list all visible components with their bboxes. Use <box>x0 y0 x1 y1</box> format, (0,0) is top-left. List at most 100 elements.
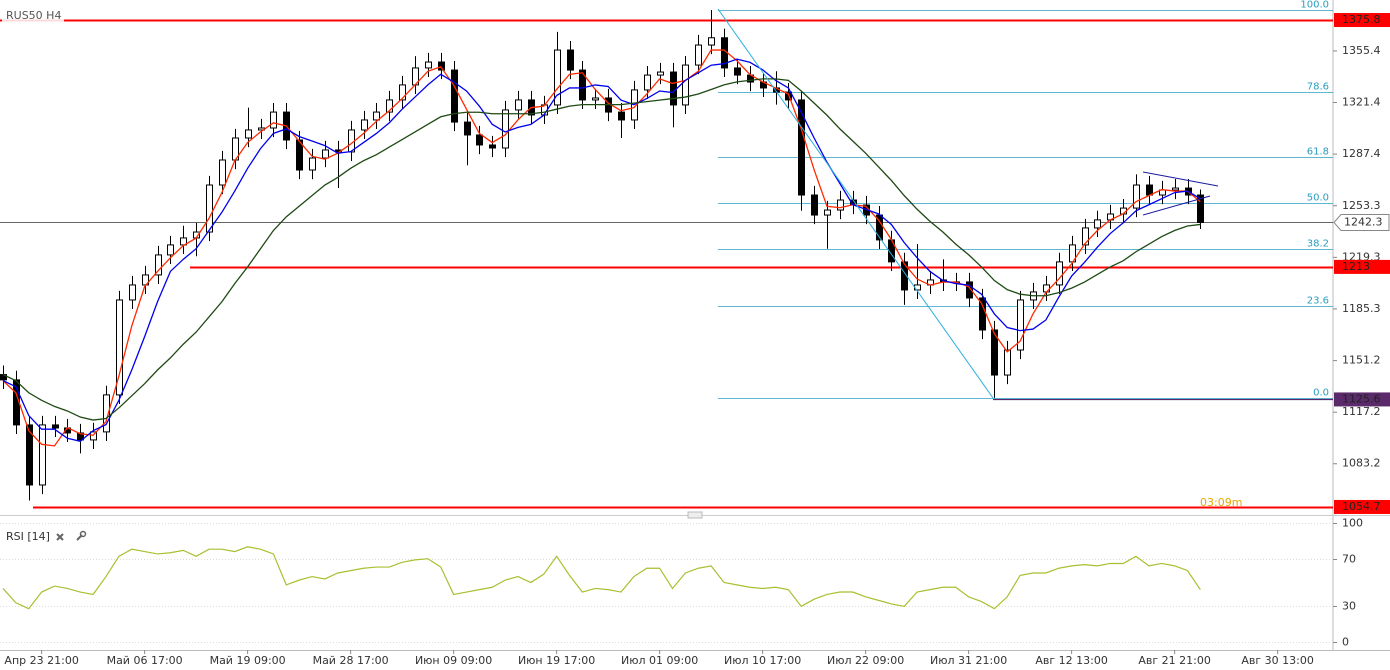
candle-body <box>373 111 380 121</box>
candle-body <box>52 424 59 429</box>
candle-body <box>425 61 432 69</box>
x-tick-label: Июл 31 21:00 <box>930 654 1007 667</box>
rsi-title: RSI [14] <box>6 530 50 543</box>
candle-body <box>682 64 689 106</box>
candle-body <box>451 69 458 123</box>
candle-body <box>245 129 252 139</box>
level-label: 1213 <box>1342 260 1370 273</box>
level-label-bg <box>1334 392 1390 407</box>
moving-average <box>2 78 1201 421</box>
x-tick-label: Авг 12 13:00 <box>1035 654 1107 667</box>
close-icon[interactable] <box>56 533 64 541</box>
candle-body <box>798 99 805 196</box>
fib-label: 78.6 <box>1307 82 1329 93</box>
fib-label: 0.0 <box>1313 388 1329 399</box>
candle-body <box>708 37 715 46</box>
fib-label: 61.8 <box>1307 147 1329 158</box>
candle-body <box>515 99 522 111</box>
candle-body <box>1146 184 1153 196</box>
y-tick-label: 0 <box>1342 636 1349 649</box>
candle-body <box>734 67 741 76</box>
bar-timer: 03:09m <box>1200 496 1242 509</box>
candle-body <box>399 84 406 101</box>
current-price-box <box>1333 214 1390 231</box>
pane-handle[interactable] <box>687 511 703 519</box>
candle-body <box>901 261 908 291</box>
y-tick-label: 30 <box>1342 600 1356 613</box>
y-tick-label: 100 <box>1342 517 1363 530</box>
moving-average <box>2 49 1201 447</box>
candle-body <box>322 149 329 159</box>
fib-label: 100.0 <box>1300 0 1329 11</box>
candle-body <box>824 209 831 216</box>
fib-label: 50.0 <box>1307 193 1329 204</box>
triangle-lower <box>1142 195 1211 216</box>
level-label: 1375.8 <box>1342 13 1381 26</box>
candle-body <box>1094 219 1101 229</box>
candle-body <box>837 199 844 211</box>
candle-body <box>90 431 97 441</box>
candle-body <box>206 184 213 233</box>
trend-line <box>717 8 994 399</box>
x-tick-label: Авг 30 13:00 <box>1241 654 1313 667</box>
symbol-title: RUS50 H4 <box>6 9 61 22</box>
settings-icon[interactable] <box>76 530 87 541</box>
y-tick-label: 1151.2 <box>1342 354 1381 367</box>
candle-body <box>991 329 998 376</box>
candle-body <box>476 134 483 146</box>
x-tick-label: Авг 21 21:00 <box>1138 654 1210 667</box>
current-price-label: 1242.3 <box>1344 216 1383 229</box>
x-tick-label: Июл 10 17:00 <box>724 654 801 667</box>
x-tick-label: Июл 22 09:00 <box>827 654 904 667</box>
candle-body <box>438 61 445 71</box>
candle-body <box>155 254 162 276</box>
candle-body <box>966 281 973 299</box>
triangle-upper <box>1142 171 1219 187</box>
candle-body <box>386 99 393 113</box>
x-tick-label: Июн 09 09:00 <box>415 654 492 667</box>
candle-body <box>103 394 110 433</box>
x-tick-label: Май 28 17:00 <box>313 654 389 667</box>
candle-body <box>644 74 651 91</box>
fib-label: 38.2 <box>1307 239 1329 250</box>
candle-body <box>1082 227 1089 246</box>
candle-body <box>618 111 625 121</box>
candle-body <box>670 71 677 106</box>
x-tick-label: Апр 23 21:00 <box>4 654 78 667</box>
y-tick-label: 1355.4 <box>1342 44 1381 57</box>
x-tick-label: Июн 19 17:00 <box>518 654 595 667</box>
y-tick-label: 1185.3 <box>1342 302 1381 315</box>
candle-body <box>1133 184 1140 209</box>
x-tick-label: Май 06 17:00 <box>107 654 183 667</box>
candle-body <box>167 244 174 256</box>
title-bg <box>2 8 64 23</box>
y-tick-label: 1083.2 <box>1342 457 1381 470</box>
candle-body <box>554 49 561 106</box>
y-tick-label: 1287.4 <box>1342 147 1381 160</box>
level-label: 1125.6 <box>1342 392 1381 405</box>
level-label-bg <box>1334 259 1390 274</box>
candle-body <box>219 159 226 186</box>
candle-body <box>502 109 509 149</box>
y-tick-label: 70 <box>1342 553 1356 566</box>
candle-body <box>811 194 818 216</box>
candle-body <box>579 69 586 101</box>
y-tick-label: 1321.4 <box>1342 96 1381 109</box>
candle-body <box>1043 284 1050 293</box>
candle-body <box>592 97 599 101</box>
candle-body <box>1197 194 1204 223</box>
candle-body <box>567 49 574 71</box>
candle-body <box>77 432 84 441</box>
candle-body <box>26 424 33 486</box>
y-tick-label: 1253.3 <box>1342 199 1381 212</box>
candle-body <box>695 44 702 66</box>
candle-body <box>270 111 277 129</box>
fib-label: 23.6 <box>1307 296 1329 307</box>
moving-average <box>2 58 1201 443</box>
candle-body <box>1172 187 1179 191</box>
candle-body <box>464 121 471 136</box>
